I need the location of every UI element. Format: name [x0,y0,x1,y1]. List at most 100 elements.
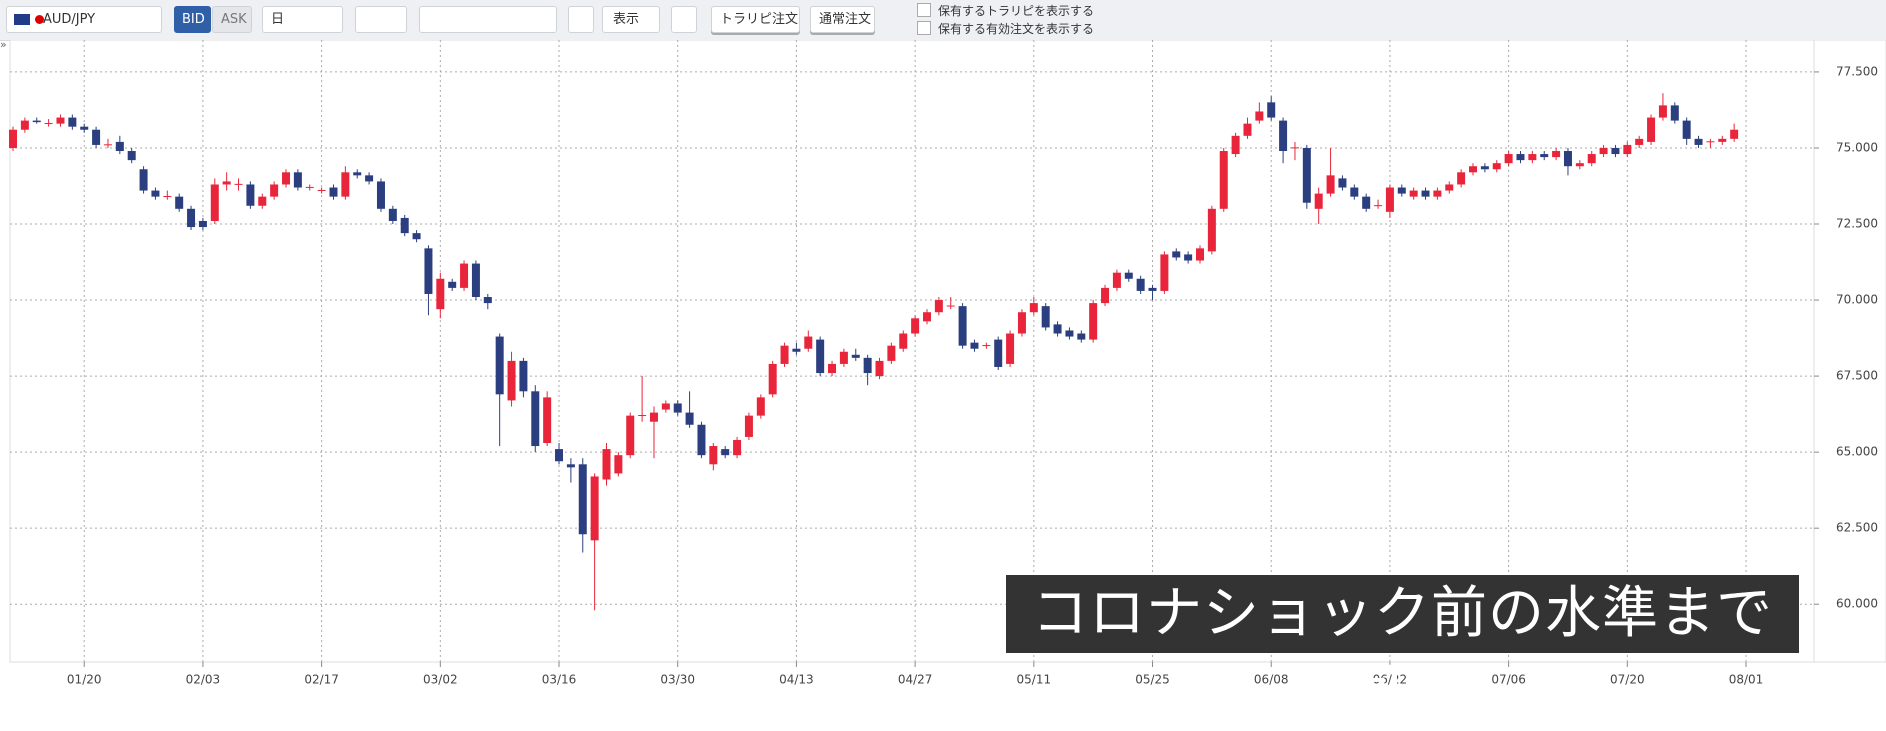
candle-body [1469,166,1478,173]
candle-body [1540,154,1549,158]
candle-body [638,415,647,417]
symbol-select[interactable]: AUD/JPY [6,6,162,33]
candle-body [1480,166,1489,170]
candle-body [1279,120,1288,152]
candle-body [175,196,184,209]
candle-body [733,439,742,456]
candle-body [673,403,682,413]
candle-body [436,278,445,310]
candle-body [697,424,706,456]
candle-body [1528,154,1537,161]
candle-body [1374,205,1383,207]
display-button[interactable]: 表示 [602,6,660,33]
candle-body [578,464,587,535]
candle-body [1552,151,1561,158]
candle-body [127,151,136,161]
candle-body [1065,330,1074,337]
x-tick-label: 07/20 [1610,673,1645,687]
candle-body [1658,105,1667,118]
bid-button[interactable]: BID [174,6,211,33]
candle-body [756,397,765,416]
candle-body [887,345,896,361]
y-axis-area [1813,40,1886,663]
checkbox-label: 保有するトラリピを表示する [938,4,1095,18]
candle-body [1112,272,1121,288]
candle-body [1599,147,1608,155]
collapse[interactable]: » [0,38,7,51]
candle-body [246,184,255,206]
ask-button[interactable]: ASK [212,6,252,33]
candle-body [1350,187,1359,197]
trarip-order-button[interactable]: トラリピ注文 [711,6,800,33]
candle-body [958,306,967,346]
candle-body [1255,111,1264,121]
candle-body [56,117,65,124]
candle-body [602,449,611,480]
y-tick-label: 70.000 [1836,293,1878,307]
candle-body [970,342,979,349]
toolbar: AUD/JPY BID ASK 日 表示 トラリピ注文 通常注文 保有するトラリ… [0,0,1886,41]
candle-body [614,455,623,474]
x-tick-label: 03/30 [660,673,695,687]
candle-body [875,360,884,377]
flag-au [14,14,30,25]
candle-body [1362,196,1371,209]
candle-body [139,169,148,191]
candle-body [709,446,718,465]
candle-body [270,184,279,197]
x-tick-label: 06/22 [1373,673,1408,687]
x-tick-label: 04/13 [779,673,814,687]
candle-body [1647,117,1656,142]
candle-body [1326,175,1335,194]
candle-body [721,449,730,456]
candle-body [460,263,469,288]
candle-body [1089,303,1098,340]
candle-body [1457,172,1466,185]
checkbox[interactable] [917,21,931,35]
x-tick-label: 07/06 [1491,673,1526,687]
candle-body [1172,251,1181,258]
candle-body [163,196,172,198]
candle-body [9,129,17,148]
zoom-tools[interactable] [419,6,557,33]
candle-body [151,190,160,197]
candle-body [1207,208,1216,252]
candle-body [483,297,492,304]
candle-body [412,233,421,240]
candle-body [1421,190,1430,197]
candle-body [946,305,955,307]
period-select[interactable]: 日 [262,6,343,33]
chart-type-select[interactable] [355,6,407,33]
candle-body [934,300,943,313]
candle-body [495,336,504,395]
candle-body [804,336,813,349]
candle-body [258,196,267,206]
candle-body [555,449,564,462]
checkbox-label: 保有する有効注文を表示する [938,22,1095,36]
candle-body [1694,138,1703,145]
candle-body [1623,144,1632,155]
y-tick-label: 67.500 [1836,369,1878,383]
expand-button[interactable] [671,6,697,33]
candle-body [1017,312,1026,334]
candle-body [1492,163,1501,170]
candle-body [1267,102,1276,118]
x-tick-label: 03/02 [423,673,458,687]
candle-body [1302,147,1311,203]
candle-body [448,281,457,288]
plot-area [9,40,1815,663]
candle-body [899,333,908,349]
candle-body [365,175,374,182]
candle-body [1314,193,1323,209]
candle-body [649,412,658,422]
candle-body [744,415,753,437]
order-button[interactable]: 通常注文 [810,6,875,33]
checkbox[interactable] [917,3,931,17]
candle-body [1433,190,1442,197]
indicator-button[interactable] [568,6,594,33]
candle-body [1682,120,1691,139]
candle-body [293,172,302,188]
annotation: コロナショック前の水準まで回復 [1006,575,1799,724]
candle-body [353,172,362,176]
y-tick-label: 62.500 [1836,521,1878,535]
